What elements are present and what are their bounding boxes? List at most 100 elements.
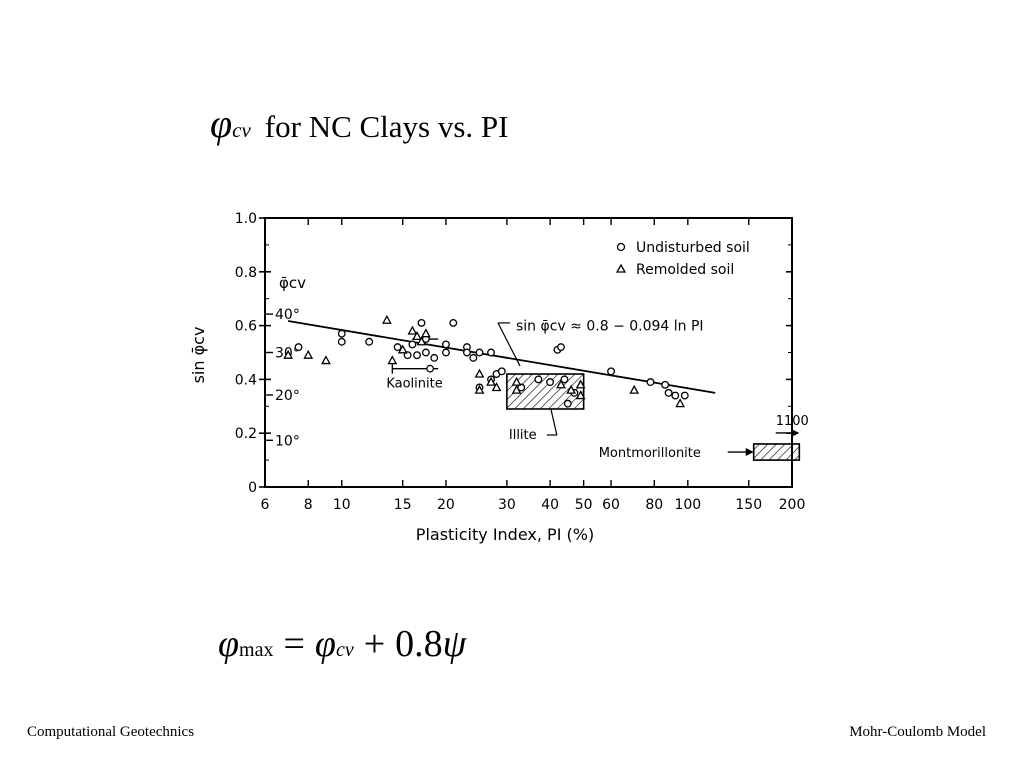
point-remolded bbox=[566, 384, 577, 394]
point-remolded bbox=[575, 390, 586, 400]
title-phi: φ bbox=[210, 101, 233, 146]
point-remolded bbox=[387, 355, 398, 365]
trend-line bbox=[288, 320, 716, 394]
angle-axis-label: φ̄cv bbox=[279, 274, 306, 292]
point-undisturbed bbox=[563, 399, 572, 408]
angle-tick-label: 20° bbox=[275, 388, 300, 404]
point-undisturbed bbox=[365, 337, 374, 346]
region-kaolinite-label: Kaolinite bbox=[386, 377, 442, 392]
point-undisturbed bbox=[475, 348, 484, 357]
annotation-1100-arrowhead bbox=[791, 428, 800, 437]
legend: Undisturbed soil Remolded soil bbox=[615, 240, 750, 278]
region-montmorillonite-arrowhead bbox=[745, 448, 754, 457]
x-tick-label: 15 bbox=[394, 497, 412, 513]
point-remolded bbox=[575, 379, 586, 389]
point-remolded bbox=[303, 349, 314, 359]
legend-marker-circle bbox=[616, 242, 626, 252]
point-undisturbed bbox=[430, 353, 439, 362]
formula-plus: + bbox=[363, 623, 386, 665]
point-remolded bbox=[420, 328, 431, 338]
footer-left: Computational Geotechnics bbox=[27, 724, 195, 740]
x-axis-label: Plasticity Index, PI (%) bbox=[416, 525, 594, 544]
angle-tick-label: 40° bbox=[275, 307, 300, 323]
title-subscript: cv bbox=[232, 118, 251, 142]
point-undisturbed bbox=[661, 380, 670, 389]
formula-equals: = bbox=[283, 623, 305, 665]
formula-phi-cv: φ bbox=[314, 623, 336, 665]
point-remolded bbox=[556, 379, 566, 389]
region-montmorillonite-box bbox=[752, 443, 801, 461]
footer-right: Mohr-Coulomb Model bbox=[849, 724, 986, 740]
point-undisturbed bbox=[337, 329, 346, 338]
legend-label: Remolded soil bbox=[636, 262, 734, 278]
point-undisturbed bbox=[441, 340, 450, 349]
point-undisturbed bbox=[546, 378, 555, 387]
point-undisturbed bbox=[441, 348, 450, 357]
y-tick-label: 0 bbox=[248, 480, 257, 496]
clay-regions: Kaolinite Illite Montmorillonite 1100 bbox=[386, 338, 809, 461]
point-remolded bbox=[629, 384, 640, 394]
x-tick-label: 200 bbox=[779, 497, 806, 513]
point-undisturbed bbox=[449, 318, 458, 327]
formula-sub-cv: cv bbox=[335, 639, 354, 661]
y-tick-label: 0.8 bbox=[235, 265, 257, 281]
x-tick-label: 8 bbox=[304, 497, 313, 513]
point-remolded bbox=[511, 376, 522, 386]
point-remolded bbox=[321, 355, 331, 365]
point-remolded bbox=[491, 382, 502, 392]
phi-cv-vs-pi-chart: 0 0.2 0.4 0.6 0.8 1.0 6 8 10 15 20 30 40 50 60 80 100 15… bbox=[189, 211, 809, 544]
trend-leader-2 bbox=[497, 322, 521, 367]
plot-border bbox=[264, 217, 793, 488]
point-undisturbed bbox=[462, 348, 471, 357]
region-illite-leader-2 bbox=[550, 408, 558, 436]
plot-frame bbox=[264, 217, 793, 488]
point-remolded bbox=[381, 314, 392, 324]
point-undisturbed bbox=[417, 318, 426, 327]
point-undisturbed bbox=[426, 364, 435, 373]
point-remolded bbox=[511, 384, 522, 394]
formula-sub-max: max bbox=[239, 639, 274, 661]
point-undisturbed bbox=[294, 343, 303, 352]
point-undisturbed bbox=[607, 367, 616, 376]
point-undisturbed bbox=[393, 343, 402, 352]
x-tick-label: 60 bbox=[602, 497, 620, 513]
x-tick-label: 150 bbox=[735, 497, 762, 513]
y-tick-label: 0.6 bbox=[235, 319, 257, 335]
point-undisturbed bbox=[469, 353, 478, 362]
trend-line-label: sin φ̄cv ≈ 0.8 − 0.094 ln PI bbox=[516, 319, 704, 335]
point-undisturbed bbox=[337, 337, 346, 346]
x-tick-label: 30 bbox=[498, 497, 516, 513]
point-remolded bbox=[397, 344, 408, 354]
point-remolded bbox=[486, 376, 496, 386]
point-remolded bbox=[407, 325, 418, 335]
x-tick-label: 50 bbox=[575, 497, 593, 513]
x-tick-label: 10 bbox=[333, 497, 351, 513]
point-undisturbed bbox=[408, 340, 417, 349]
formula-phi-max: φ bbox=[218, 623, 240, 665]
point-remolded bbox=[474, 368, 485, 378]
y-axis-label: sin φ̄cv bbox=[189, 327, 208, 384]
legend-label: Undisturbed soil bbox=[636, 240, 750, 256]
point-undisturbed bbox=[557, 343, 565, 352]
point-undisturbed bbox=[671, 391, 680, 400]
trend-line-group: sin φ̄cv ≈ 0.8 − 0.094 ln PI bbox=[288, 319, 716, 394]
point-undisturbed bbox=[560, 375, 569, 384]
point-remolded bbox=[675, 398, 686, 408]
data-points bbox=[283, 314, 689, 408]
region-montmorillonite-label: Montmorillonite bbox=[599, 446, 701, 461]
point-undisturbed bbox=[413, 351, 421, 360]
point-remolded bbox=[474, 384, 485, 394]
point-undisturbed bbox=[497, 367, 506, 376]
angle-tick-label: 10° bbox=[275, 433, 300, 449]
formula-psi: ψ bbox=[442, 623, 467, 665]
y-tick-label: 0.4 bbox=[235, 372, 257, 388]
slide-title: φ cv for NC Clays vs. PI bbox=[210, 100, 509, 156]
max-friction-angle-formula: φ max = φ cv + 0.8 ψ bbox=[218, 622, 466, 666]
point-undisturbed bbox=[403, 351, 412, 360]
title-text: for NC Clays vs. PI bbox=[264, 109, 509, 144]
x-tick-label: 40 bbox=[541, 497, 559, 513]
point-undisturbed bbox=[534, 375, 543, 384]
point-undisturbed bbox=[421, 348, 430, 357]
legend-marker-triangle bbox=[615, 263, 627, 273]
x-tick-label: 20 bbox=[437, 497, 455, 513]
